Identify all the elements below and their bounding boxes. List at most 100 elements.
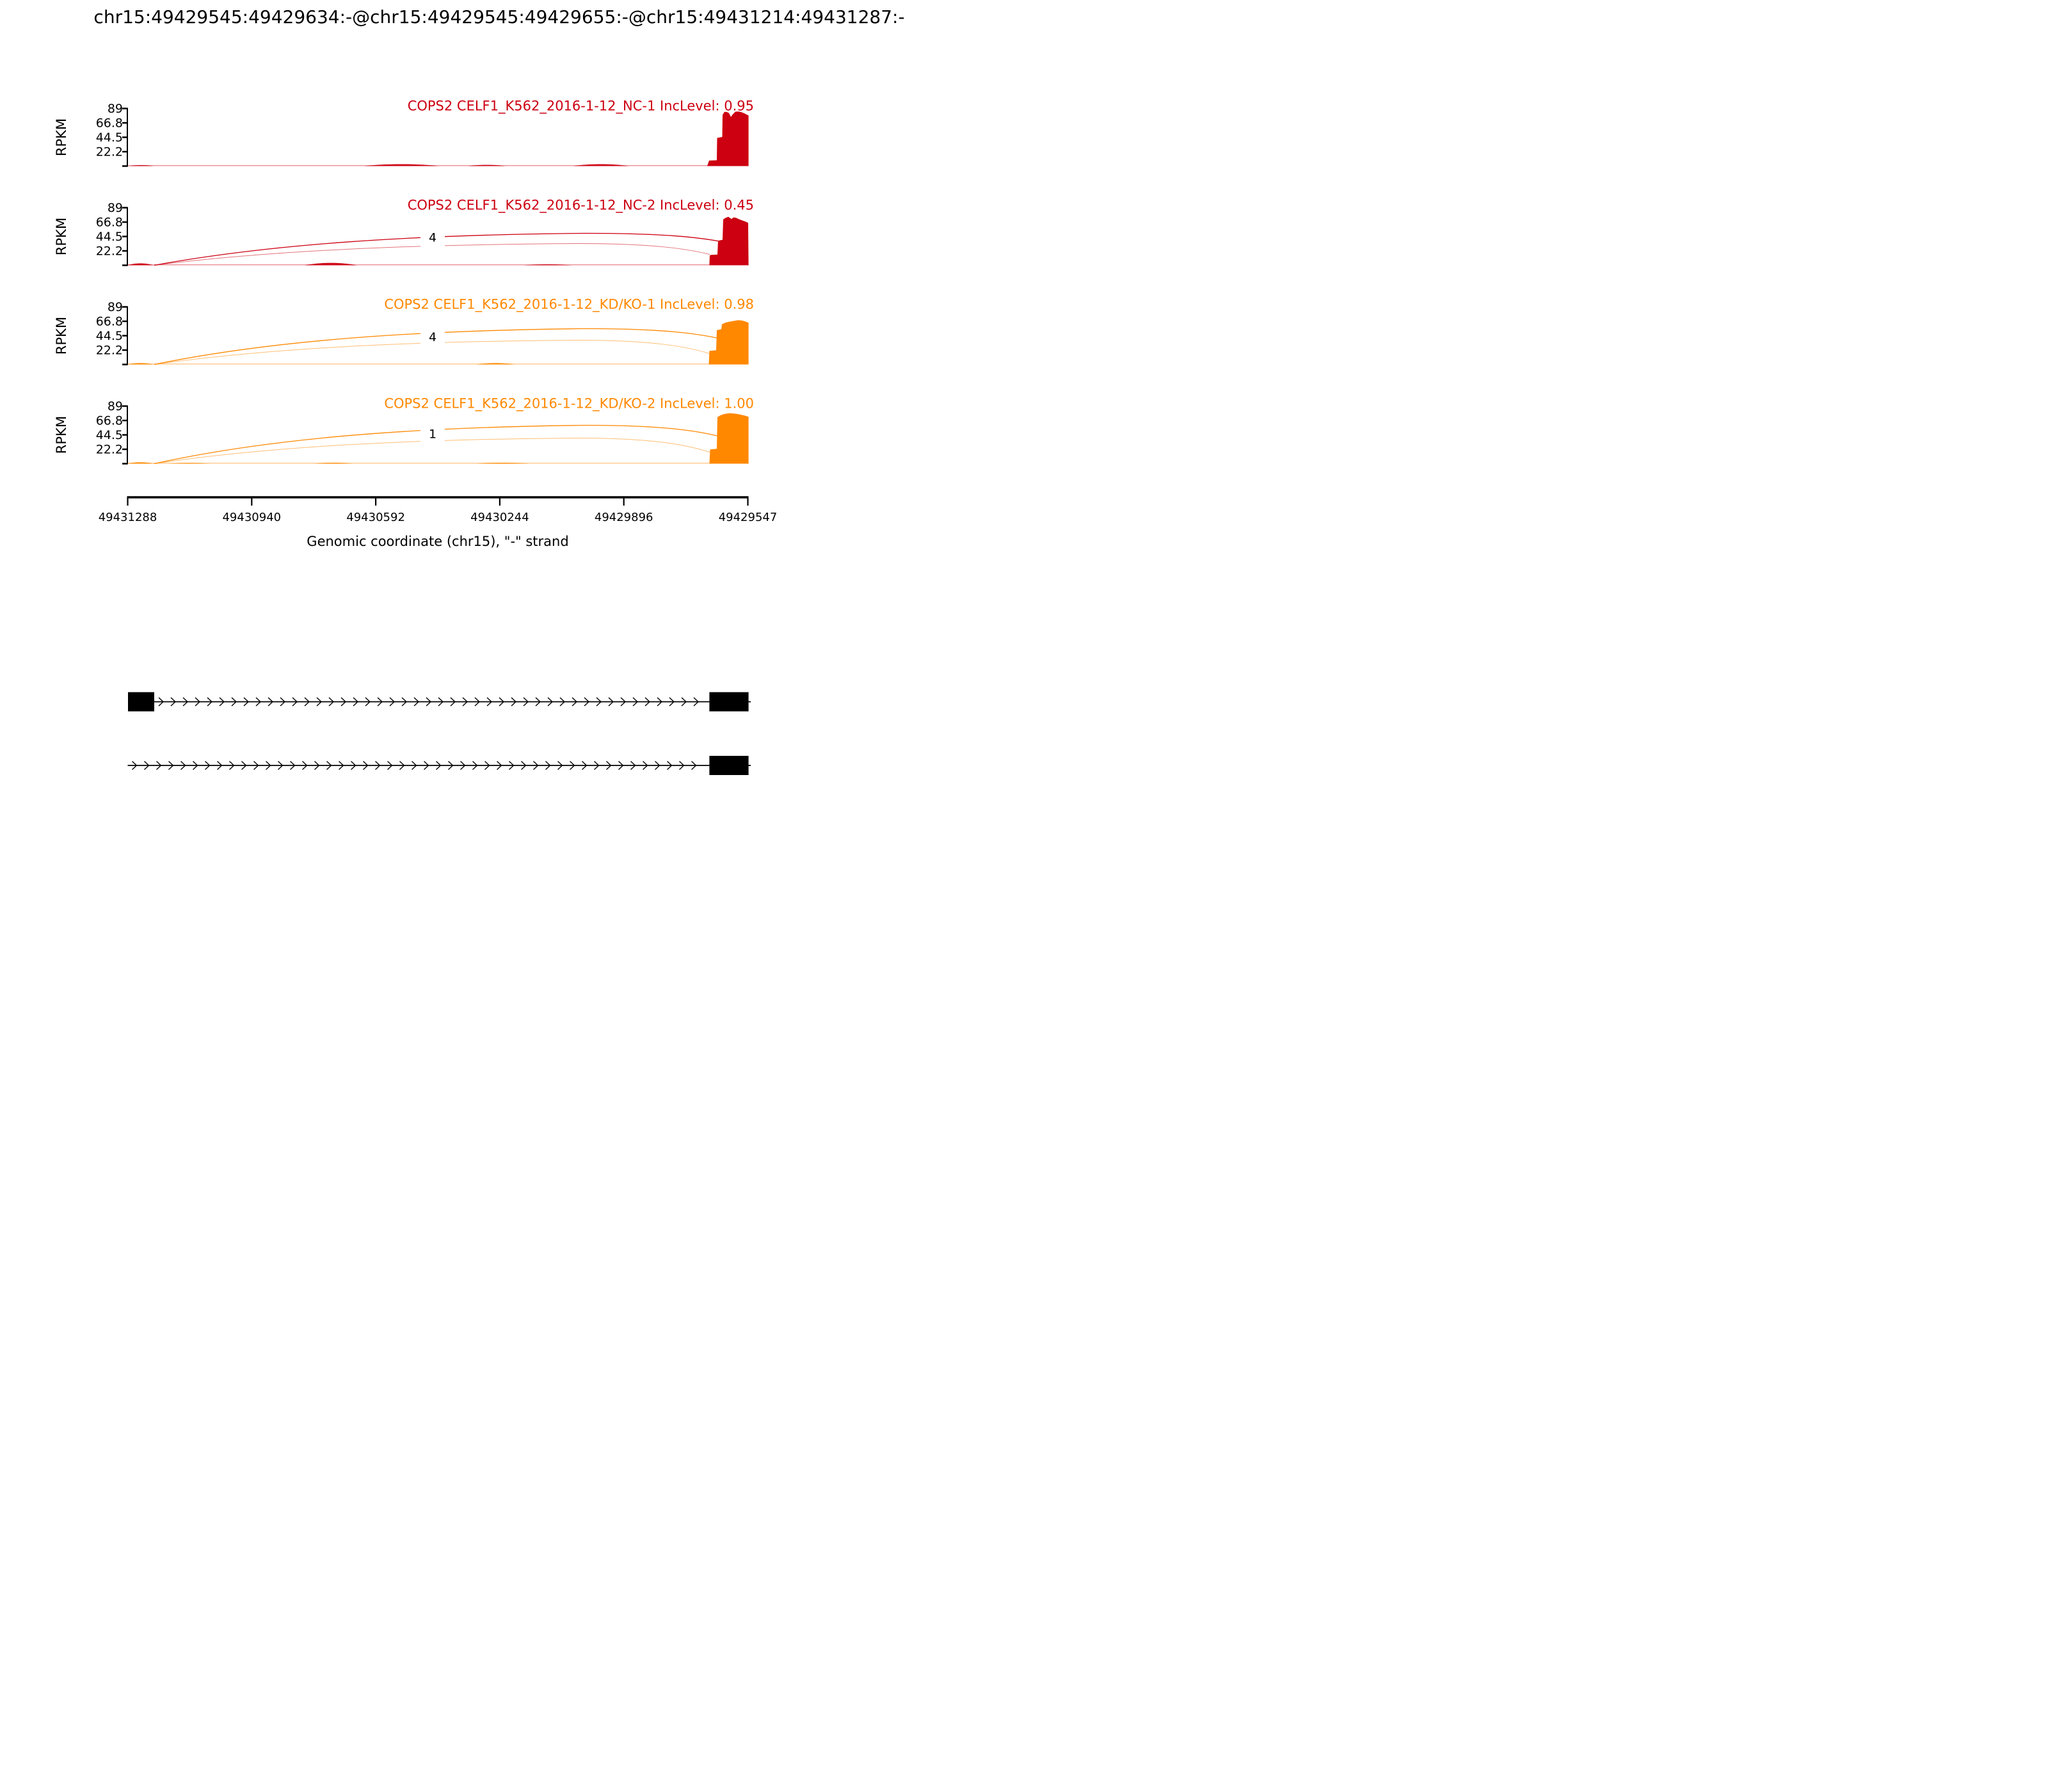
coverage-bump (524, 264, 572, 266)
y-axis-title: RPKM (54, 317, 69, 355)
strand-arrow-icon (535, 697, 541, 707)
strand-arrow-icon (547, 697, 554, 707)
strand-arrow-icon (632, 697, 639, 707)
strand-arrow-icon (655, 760, 660, 771)
coverage-bump (305, 262, 357, 266)
coverage-baseline (127, 363, 749, 365)
strand-arrow-icon (399, 760, 405, 771)
strand-arrow-icon (584, 697, 590, 707)
exon-coverage-peak (709, 413, 749, 464)
count-label-gap (420, 227, 445, 247)
y-tick-label: 22.2 (96, 443, 123, 457)
y-tick-label: 44.5 (96, 329, 123, 343)
strand-arrow-icon (460, 760, 466, 771)
strand-arrow-icon (644, 697, 651, 707)
y-tick-label: 66.8 (96, 116, 123, 131)
splice-junction-arc (154, 424, 722, 465)
strand-arrow-icon (679, 760, 685, 771)
splice-junction-arc (154, 328, 722, 365)
strand-arrow-icon (365, 697, 371, 707)
strand-arrow-icon (630, 760, 636, 771)
transcript-2 (127, 756, 751, 775)
x-tick-label: 49429896 (595, 511, 653, 524)
exon-box (709, 756, 749, 775)
coverage-bump (127, 263, 154, 266)
y-axis-title: RPKM (54, 218, 69, 255)
strand-arrow-icon (572, 697, 578, 707)
exon-coverage-peak (709, 216, 749, 266)
strand-arrow-icon (316, 697, 323, 707)
strand-arrow-icon (339, 760, 344, 771)
track-title: COPS2 CELF1_K562_2016-1-12_NC-1 IncLevel… (408, 99, 754, 115)
strand-arrow-icon (594, 760, 600, 771)
strand-arrow-icon (156, 760, 162, 771)
strand-arrow-icon (231, 697, 237, 707)
x-axis: 49431288 49430940 49430592 49430244 49429896… (99, 496, 778, 549)
exon-coverage-peak (707, 111, 749, 166)
strand-arrow-icon (511, 697, 517, 707)
coverage-baseline (127, 264, 749, 266)
coverage-bump (127, 363, 154, 365)
strand-arrow-icon (693, 697, 700, 707)
strand-arrow-icon (351, 760, 356, 771)
strand-arrow-icon (144, 760, 150, 771)
splice-junction-arc (154, 437, 710, 464)
strand-arrow-icon (620, 697, 627, 707)
strand-arrow-icon (255, 697, 262, 707)
coverage-bump (573, 164, 629, 166)
coverage-track-kd-ko-2: 22.244.566.889 RPKM COPS2 CELF1_K562_2016-… (54, 396, 754, 465)
x-tick-label: 49431288 (99, 511, 157, 524)
strand-arrow-icon (499, 697, 505, 707)
strand-arrow-icon (523, 697, 529, 707)
strand-arrow-icon (292, 697, 298, 707)
strand-arrow-icon (377, 697, 383, 707)
y-tick-label: 22.2 (96, 244, 123, 259)
strand-arrow-icon (304, 697, 310, 707)
strand-arrow-icon (545, 760, 551, 771)
strand-arrow-icon (424, 760, 429, 771)
y-tick-label: 44.5 (96, 131, 123, 145)
splice-junction-arc (154, 339, 710, 365)
gene-model (127, 692, 751, 775)
exon-box (709, 692, 749, 712)
y-tick-label: 22.2 (96, 344, 123, 358)
strand-arrow-icon (559, 697, 566, 707)
y-tick-label: 66.8 (96, 414, 123, 428)
y-tick-label: 89 (108, 300, 123, 314)
strand-arrow-icon (229, 760, 235, 771)
strand-arrow-icon (205, 760, 211, 771)
strand-arrow-icon (207, 697, 213, 707)
strand-arrow-icon (426, 697, 432, 707)
strand-arrow-icon (412, 760, 417, 771)
strand-arrow-icon (168, 760, 174, 771)
y-tick-label: 22.2 (96, 145, 123, 159)
strand-arrow-icon (182, 697, 189, 707)
x-tick-label: 49430940 (222, 511, 281, 524)
strand-arrow-icon (486, 697, 493, 707)
strand-arrow-icon (606, 760, 612, 771)
strand-arrow-icon (280, 697, 286, 707)
strand-arrow-icon (195, 697, 201, 707)
strand-arrow-icon (667, 760, 673, 771)
strand-arrow-icon (401, 697, 408, 707)
y-tick-label: 89 (108, 201, 123, 215)
count-label-gap (420, 327, 445, 346)
junction-count-label: 1 (429, 428, 436, 442)
splice-junction-arc (154, 243, 710, 266)
strand-arrow-icon (158, 697, 164, 707)
strand-arrow-icon (582, 760, 588, 771)
strand-arrow-icon (484, 760, 490, 771)
strand-arrow-icon (509, 760, 515, 771)
strand-arrow-icon (557, 760, 563, 771)
y-tick-label: 89 (108, 399, 123, 413)
x-tick-label: 49430244 (470, 511, 529, 524)
strand-arrow-icon (353, 697, 359, 707)
strand-arrow-icon (268, 697, 274, 707)
strand-arrow-icon (193, 760, 198, 771)
x-tick-label: 49429547 (719, 511, 778, 524)
coverage-bump (468, 164, 506, 166)
coverage-bump (476, 462, 529, 464)
strand-arrow-icon (657, 697, 663, 707)
strand-arrow-icon (608, 697, 614, 707)
